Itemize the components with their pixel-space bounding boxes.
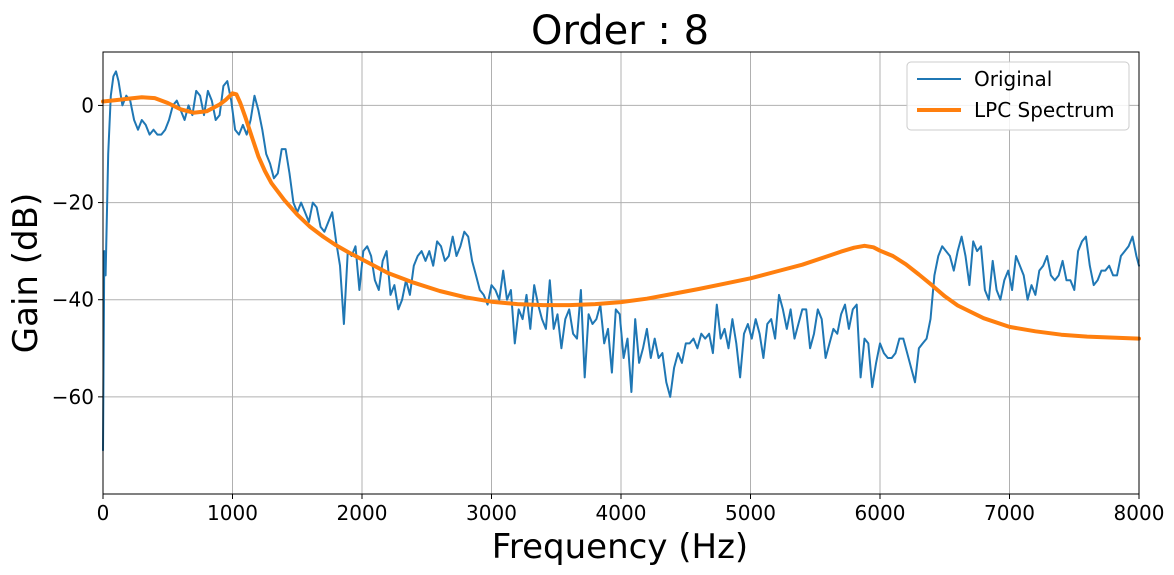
series-line-lpc-spectrum (101, 91, 1141, 341)
x-tick-label: 5000 (725, 501, 776, 525)
series-layer (101, 70, 1141, 452)
x-tick-label: 1000 (207, 501, 258, 525)
y-tick-label: −20 (52, 191, 94, 215)
tick-layer: 0 1000 2000 3000 4000 5000 6000 7000 8000 0 −20 −40… (52, 93, 1165, 525)
y-axis-label: Gain (dB) (6, 193, 46, 353)
series-line-original (102, 70, 1140, 452)
y-tick-label: −40 (52, 288, 94, 312)
x-tick-label: 3000 (466, 501, 517, 525)
legend-label-original: Original (974, 67, 1052, 91)
y-tick-label: 0 (81, 93, 94, 117)
legend: Original LPC Spectrum (906, 61, 1130, 131)
x-tick-label: 0 (97, 501, 110, 525)
x-axis-label: Frequency (Hz) (492, 527, 748, 567)
x-tick-label: 2000 (337, 501, 388, 525)
legend-label-lpc-spectrum: LPC Spectrum (974, 98, 1114, 122)
x-tick-label: 6000 (855, 501, 906, 525)
x-tick-label: 7000 (984, 501, 1035, 525)
y-tick-label: −60 (52, 385, 94, 409)
chart-title: Order : 8 (531, 8, 709, 54)
legend-box (906, 61, 1130, 131)
x-tick-label: 4000 (596, 501, 647, 525)
x-tick-label: 8000 (1114, 501, 1165, 525)
